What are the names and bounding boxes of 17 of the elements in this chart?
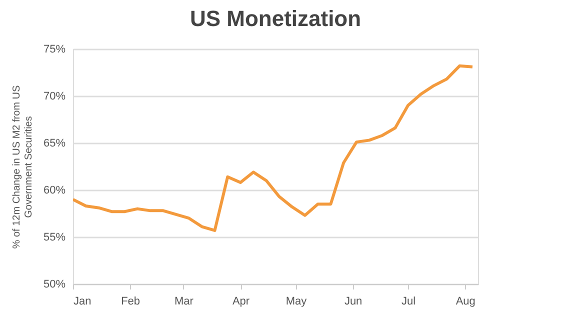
line-series xyxy=(73,64,474,232)
x-tick-label: Mar xyxy=(174,296,194,308)
y-tick-label: 60% xyxy=(43,184,66,196)
y-tick-label: 55% xyxy=(43,232,66,244)
x-tick-label: Jan xyxy=(74,296,92,308)
y-tick-label: 70% xyxy=(43,90,66,102)
x-tick-label: Jul xyxy=(402,296,416,308)
x-tick-label: Jun xyxy=(344,296,362,308)
x-tick-label: Aug xyxy=(456,296,476,308)
x-tick-label: May xyxy=(286,296,308,308)
x-tick-label: Feb xyxy=(121,296,140,308)
chart-title: US Monetization xyxy=(190,6,362,31)
y-tick-label: 75% xyxy=(43,44,66,56)
x-tick-label: Apr xyxy=(232,296,250,308)
y-tick-label: 50% xyxy=(43,278,66,290)
y-tick-label: 65% xyxy=(43,138,66,150)
y-axis-title: % of 12m Change in US M2 from US Government Securities xyxy=(11,84,34,249)
